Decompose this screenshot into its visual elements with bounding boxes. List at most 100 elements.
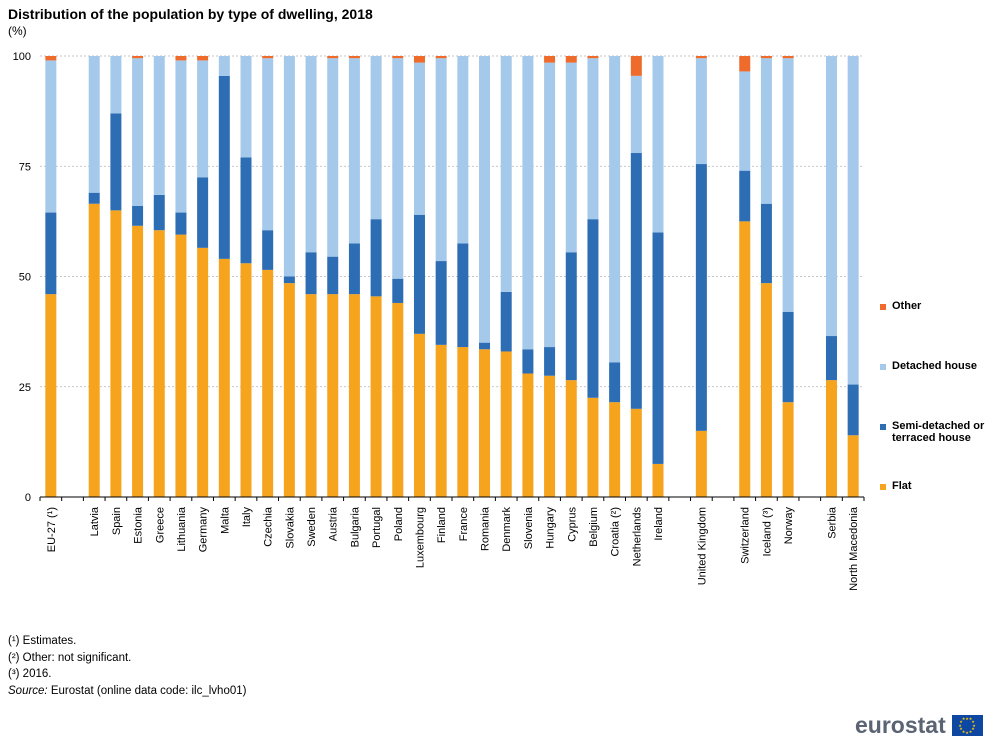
bar-segment: [305, 252, 317, 295]
legend-label: Other: [892, 300, 921, 312]
bar-segment: [218, 75, 230, 259]
bar-segment: [327, 294, 339, 497]
legend-label-line: Flat: [892, 480, 912, 492]
flag-star-icon: ★: [959, 719, 963, 724]
bar-segment: [370, 219, 382, 297]
bar-segment: [262, 269, 274, 497]
bar-segment: [88, 192, 100, 204]
bar-segment: [760, 58, 772, 204]
legend-label-line: Detached house: [892, 360, 977, 372]
bar-segment: [630, 153, 642, 409]
footnote-3: (³) 2016.: [8, 668, 52, 680]
bar-segment: [435, 56, 447, 59]
bar-segment: [630, 56, 642, 76]
legend-swatch: [880, 424, 886, 430]
legend-item: Semi-detached or terraced house: [880, 420, 984, 444]
bar-segment: [522, 373, 534, 497]
bar-segment: [782, 311, 794, 403]
x-axis-labels: EU-27 (¹) Latvia Spain Estonia Greece Lithuan…: [46, 506, 860, 591]
x-tick-label: Switzerland: [740, 507, 752, 564]
bar-segment: [348, 294, 360, 497]
y-tick-label: 0: [25, 492, 31, 504]
x-tick-label: EU-27 (¹): [46, 507, 58, 552]
footnote-1: (¹) Estimates.: [8, 635, 77, 647]
bar-segment: [45, 294, 57, 497]
bar-segment: [847, 56, 859, 385]
eurostat-logo: eurostat ★ ★ ★ ★ ★ ★ ★ ★ ★ ★ ★ ★: [855, 712, 983, 739]
bar-segment: [348, 58, 360, 244]
source-text: Eurostat (online data code: ilc_lvho01): [50, 684, 247, 697]
bar-segment: [760, 203, 772, 284]
flag-star-icon: ★: [968, 716, 973, 722]
x-tick-label: Cyprus: [566, 507, 578, 542]
x-tick-label: Czechia: [263, 506, 275, 547]
bar-segment: [782, 58, 794, 312]
bar-segment: [847, 435, 859, 497]
x-tick-label: Latvia: [89, 506, 101, 536]
bar-segment: [587, 219, 599, 398]
bar-segment: [262, 56, 274, 59]
bar-segment: [500, 291, 512, 352]
bar-segment: [370, 296, 382, 497]
bar-segment: [479, 342, 491, 350]
flag-star-icon: ★: [972, 722, 976, 728]
bar-segment: [847, 384, 859, 436]
bar-segment: [565, 62, 577, 253]
bar-segment: [88, 56, 100, 193]
bar-segment: [392, 278, 404, 303]
bar-segment: [695, 164, 707, 431]
bar-segment: [760, 56, 772, 59]
x-tick-label: Iceland (³): [761, 507, 773, 557]
bar-segment: [825, 336, 837, 381]
bar-segment: [565, 56, 577, 63]
bar-segment: [110, 113, 122, 211]
x-tick-label: Sweden: [306, 507, 318, 547]
x-tick-label: Bulgaria: [349, 506, 361, 547]
bar-segment: [218, 56, 230, 76]
x-tick-label: Italy: [241, 507, 253, 528]
bar-segment: [457, 347, 469, 497]
legend-label-line: Other: [892, 300, 922, 312]
bar-segment: [435, 261, 447, 345]
x-tick-label: Belgium: [588, 507, 600, 547]
bar-segment: [305, 56, 317, 253]
bar-segment: [565, 380, 577, 497]
bar-segment: [609, 362, 621, 403]
x-tick-label: Greece: [154, 507, 166, 543]
bar-segment: [175, 60, 187, 213]
legend-label: Flat: [892, 480, 912, 492]
bar-segment: [544, 375, 556, 497]
bar-segment: [413, 62, 425, 215]
legend-swatch: [880, 304, 886, 310]
chart-title: Distribution of the population by type o…: [8, 6, 373, 22]
bar-segment: [197, 60, 209, 178]
bar-segment: [435, 58, 447, 262]
legend-swatch: [880, 484, 886, 490]
x-tick-label: Spain: [111, 507, 123, 535]
bar-segment: [175, 212, 187, 235]
flag-star-icon: ★: [959, 726, 963, 731]
bar-segment: [782, 402, 794, 497]
bar-segment: [457, 243, 469, 348]
bar-segment: [609, 402, 621, 497]
x-tick-label: Germany: [198, 507, 210, 553]
logo-text: eurostat: [855, 712, 946, 738]
x-tick-label: Slovakia: [284, 506, 296, 548]
bar-segment: [435, 344, 447, 497]
bar-segment: [262, 230, 274, 270]
footnote-2: (²) Other: not significant.: [8, 651, 132, 664]
legend-label: Detached house: [892, 360, 977, 372]
bar-segment: [197, 247, 209, 497]
bar-segment: [413, 214, 425, 334]
x-tick-label: United Kingdom: [696, 507, 708, 585]
x-tick-label: Croatia (²): [610, 507, 622, 557]
bar-segment: [110, 56, 122, 114]
bar-segment: [132, 58, 144, 206]
legend-item: Detached house: [880, 360, 977, 372]
bar-segment: [587, 397, 599, 497]
x-axis: [39, 496, 865, 501]
bar-segment: [544, 347, 556, 376]
x-tick-label: Luxembourg: [414, 507, 426, 568]
x-tick-label: North Macedonia: [848, 506, 860, 591]
bar-segment: [739, 71, 751, 171]
